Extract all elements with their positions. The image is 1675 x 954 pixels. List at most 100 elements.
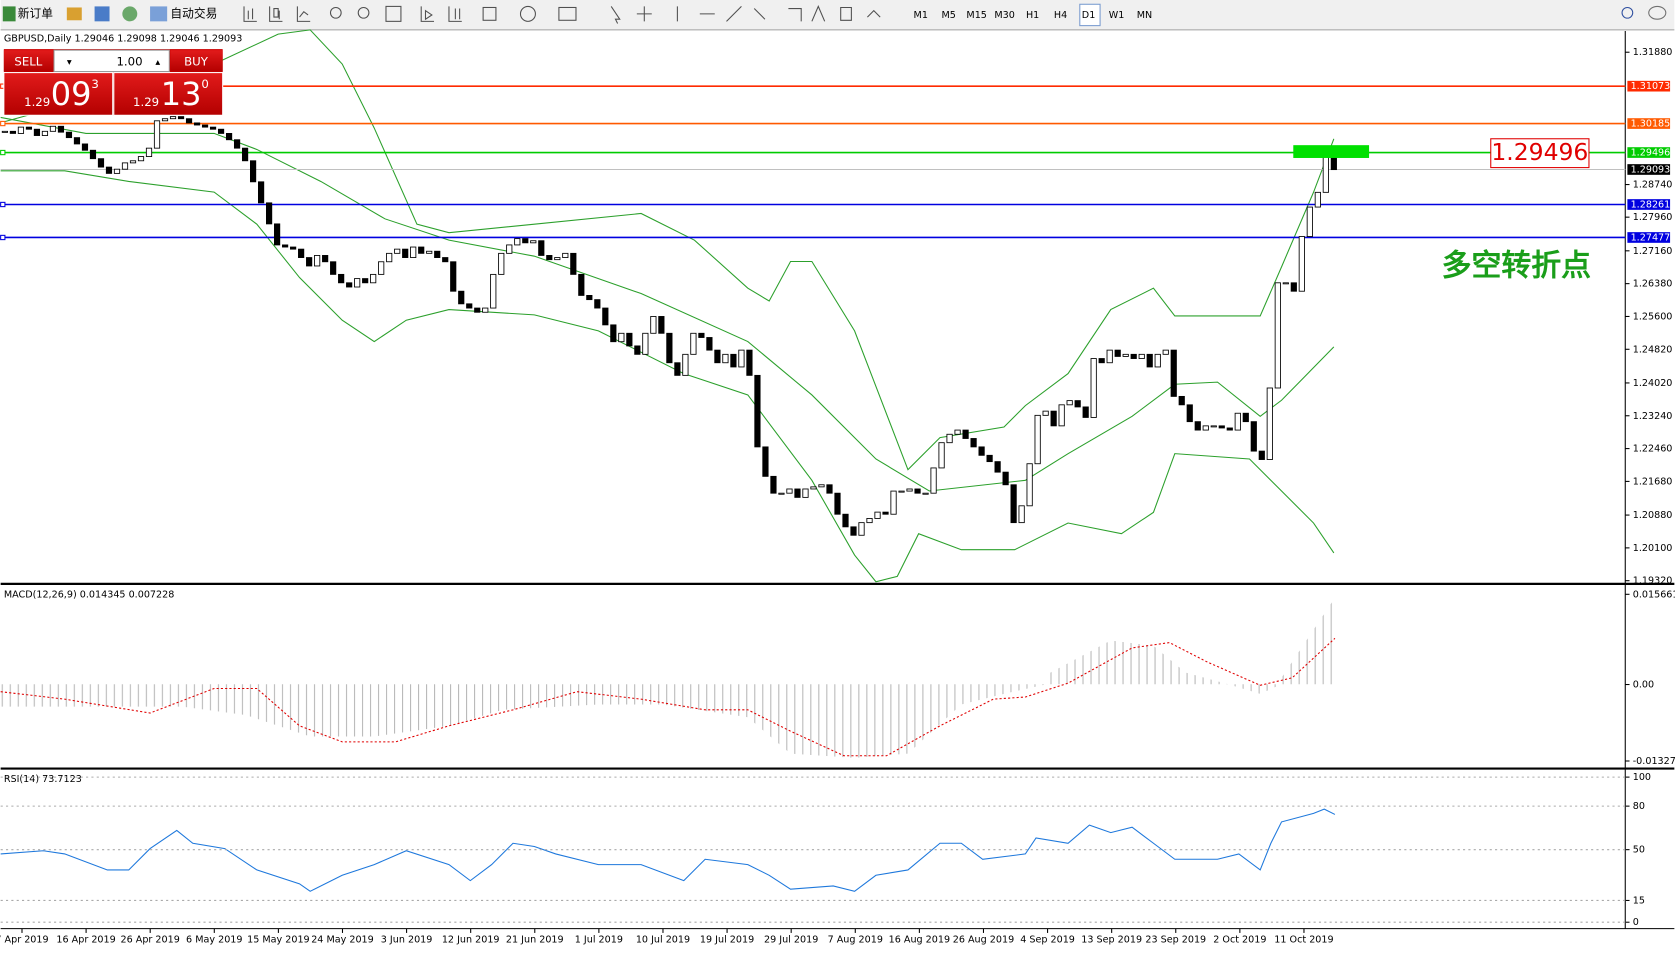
candle [882,511,889,515]
price-tick-label: 1.28740 [1633,180,1673,191]
candle [906,488,913,492]
time-tick-label: 15 May 2019 [247,934,310,945]
candle [1186,404,1193,423]
toolbar [0,0,1675,30]
candle [738,349,745,368]
timeframe-button[interactable]: W1 [1109,10,1125,21]
level-label-box [1627,164,1671,175]
candle [113,168,121,174]
candle [1066,400,1073,406]
sell-label[interactable]: SELL [14,54,42,68]
candle [1234,412,1241,431]
toolbar-icon[interactable] [94,6,110,22]
candle [618,332,625,343]
timeframe-button[interactable]: M15 [966,10,986,21]
candle [706,337,713,351]
candle [249,160,257,183]
candle [426,250,433,254]
time-tick-label: 6 May 2019 [186,934,242,945]
timeframe-button[interactable]: M1 [914,10,928,21]
rsi-tick-label: 15 [1633,895,1645,906]
highlight-zone [1293,145,1370,158]
search-icon[interactable] [1621,6,1634,19]
toolbar-icon[interactable] [66,7,82,21]
candle [241,147,249,162]
timeframe-button[interactable]: MN [1137,10,1152,21]
auto-trading-icon[interactable] [150,6,168,22]
level-label: 1.29093 [1631,164,1671,175]
level-label-box [1627,199,1671,210]
price-tick-label: 1.26380 [1633,279,1673,290]
time-tick-label: 29 Jul 2019 [764,934,818,945]
candle [1266,387,1273,460]
price-note: 1.29496 [1491,138,1588,166]
candle [810,486,817,490]
candle [898,490,905,493]
price-tick-label: 1.24820 [1633,344,1673,355]
toolbar-tools[interactable] [243,5,881,24]
macd-tick-label: 0.00 [1633,680,1654,691]
lots-up[interactable]: ▴ [155,57,160,68]
candle [954,429,961,435]
rsi-tick-label: 50 [1633,845,1645,856]
price-tick-label: 1.23240 [1633,411,1673,422]
candle [394,248,401,254]
timeframe-button[interactable]: M5 [942,10,956,21]
ask-tile[interactable] [113,72,224,116]
buy-label[interactable]: BUY [184,54,209,68]
level-label: 1.27477 [1631,232,1671,243]
new-order-icon[interactable] [2,6,16,22]
toolbar-icon[interactable] [122,6,138,22]
candle [177,116,185,120]
candle [602,307,609,326]
time-tick-label: 16 Aug 2019 [889,934,950,945]
candle [1106,349,1113,364]
new-order-button[interactable]: 新订单 [18,6,53,20]
candle [546,255,553,261]
candle [690,332,697,355]
sell-button[interactable] [3,50,53,72]
candle [1082,406,1089,418]
candle [946,433,953,444]
lots-field[interactable] [53,49,170,73]
candle [746,349,753,376]
candle [1194,421,1201,431]
buy-button[interactable] [170,50,223,72]
annotation: 多空转折点 [1442,248,1592,283]
lots-down[interactable]: ▾ [67,57,72,68]
chart-header: GBPUSD,Daily 1.29046 1.29098 1.29046 1.2… [4,33,243,44]
lots-value[interactable]: 1.00 [116,54,142,68]
rsi-line [0,808,1336,892]
timeframe-active[interactable] [1079,3,1101,27]
time-tick-label: 21 Jun 2019 [506,934,564,945]
candle [1242,412,1249,423]
time-tick-label: 13 Sep 2019 [1081,934,1142,945]
ask-point: 0 [201,77,208,91]
candle [978,446,985,456]
time-tick-label: 10 Jul 2019 [636,934,690,945]
level-handle [0,234,6,241]
chart-window [0,30,1675,950]
candle [153,120,161,149]
price-tick-label: 1.25600 [1633,311,1673,322]
candle [73,137,81,145]
candle [922,492,929,495]
bid-tile[interactable] [3,72,114,116]
candle [938,442,945,469]
timeframe-button[interactable]: D1 [1082,10,1096,21]
bollinger-upper [0,29,1335,471]
rsi-label: RSI(14) 73.7123 [4,774,82,785]
candle [1250,421,1257,452]
price-tick-label: 1.20880 [1633,510,1673,521]
chat-icon[interactable] [1648,5,1667,20]
candle [490,273,497,309]
candle [1290,282,1297,292]
timeframe-button[interactable]: H1 [1026,10,1039,21]
timeframe-button[interactable]: H4 [1054,10,1067,21]
candle [1122,353,1129,357]
auto-trading-button[interactable]: 自动交易 [170,6,217,20]
candle [482,307,489,313]
candle [554,257,561,261]
timeframe-button[interactable]: M30 [994,10,1015,21]
candle [41,130,49,136]
